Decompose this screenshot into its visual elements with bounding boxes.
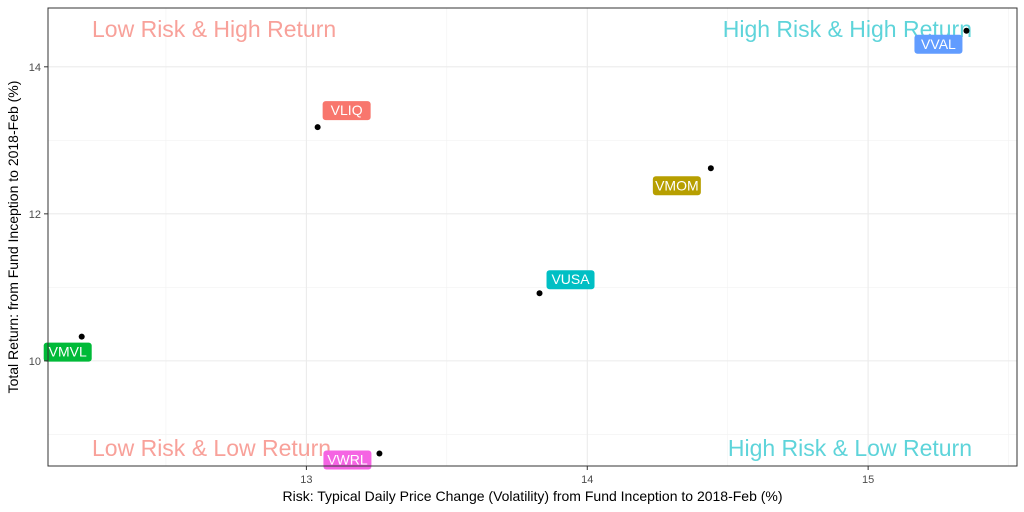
point-label-vmvl: VMVL [43,342,92,362]
quadrant-annotation: Low Risk & Low Return [92,435,331,461]
data-points [78,27,970,457]
point-label-box [323,450,372,470]
data-point-vliq [314,124,321,131]
y-tick-label: 14 [29,62,41,74]
data-point-vusa [536,290,543,297]
grid-lines [48,8,1017,466]
y-tick-label: 10 [29,356,41,368]
point-label-vmom: VMOM [652,176,701,196]
x-tick-label: 14 [581,474,593,486]
y-axis-title: Total Return: from Fund Inception to 201… [5,81,21,394]
data-point-vwrl [376,450,383,457]
point-label-box [546,270,595,290]
quadrant-annotation: Low Risk & High Return [92,16,336,42]
point-label-text: VUSA [551,271,590,287]
point-labels: VLIQ VMOM VMVL VUSA VVAL VWRL [43,34,963,470]
data-point-vmom [707,165,714,172]
point-label-box [652,176,701,196]
point-label-text: VMVL [49,344,87,360]
axes: 13 14 15 10 12 14 [29,62,875,486]
x-axis-title: Risk: Typical Daily Price Change (Volati… [282,488,782,504]
point-label-text: VWRL [327,452,368,468]
point-label-text: VMOM [655,177,699,193]
point-label-vwrl: VWRL [323,450,372,470]
point-label-box [322,101,371,121]
point-label-vusa: VUSA [546,270,595,290]
point-label-box [43,342,92,362]
x-tick-label: 15 [862,474,874,486]
point-label-text: VLIQ [331,102,363,118]
quadrant-annotation: High Risk & Low Return [728,435,972,461]
point-label-text: VVAL [921,36,956,52]
data-point-vmvl [78,333,85,340]
point-label-vliq: VLIQ [322,101,371,121]
plot-panel-border [47,7,1018,467]
data-point-vval [963,27,970,34]
x-tick-label: 13 [300,474,312,486]
y-tick-label: 12 [29,209,41,221]
point-label-box [914,34,963,54]
point-label-vval: VVAL [914,34,963,54]
quadrant-annotations: Low Risk & High Return High Risk & High R… [92,16,972,461]
